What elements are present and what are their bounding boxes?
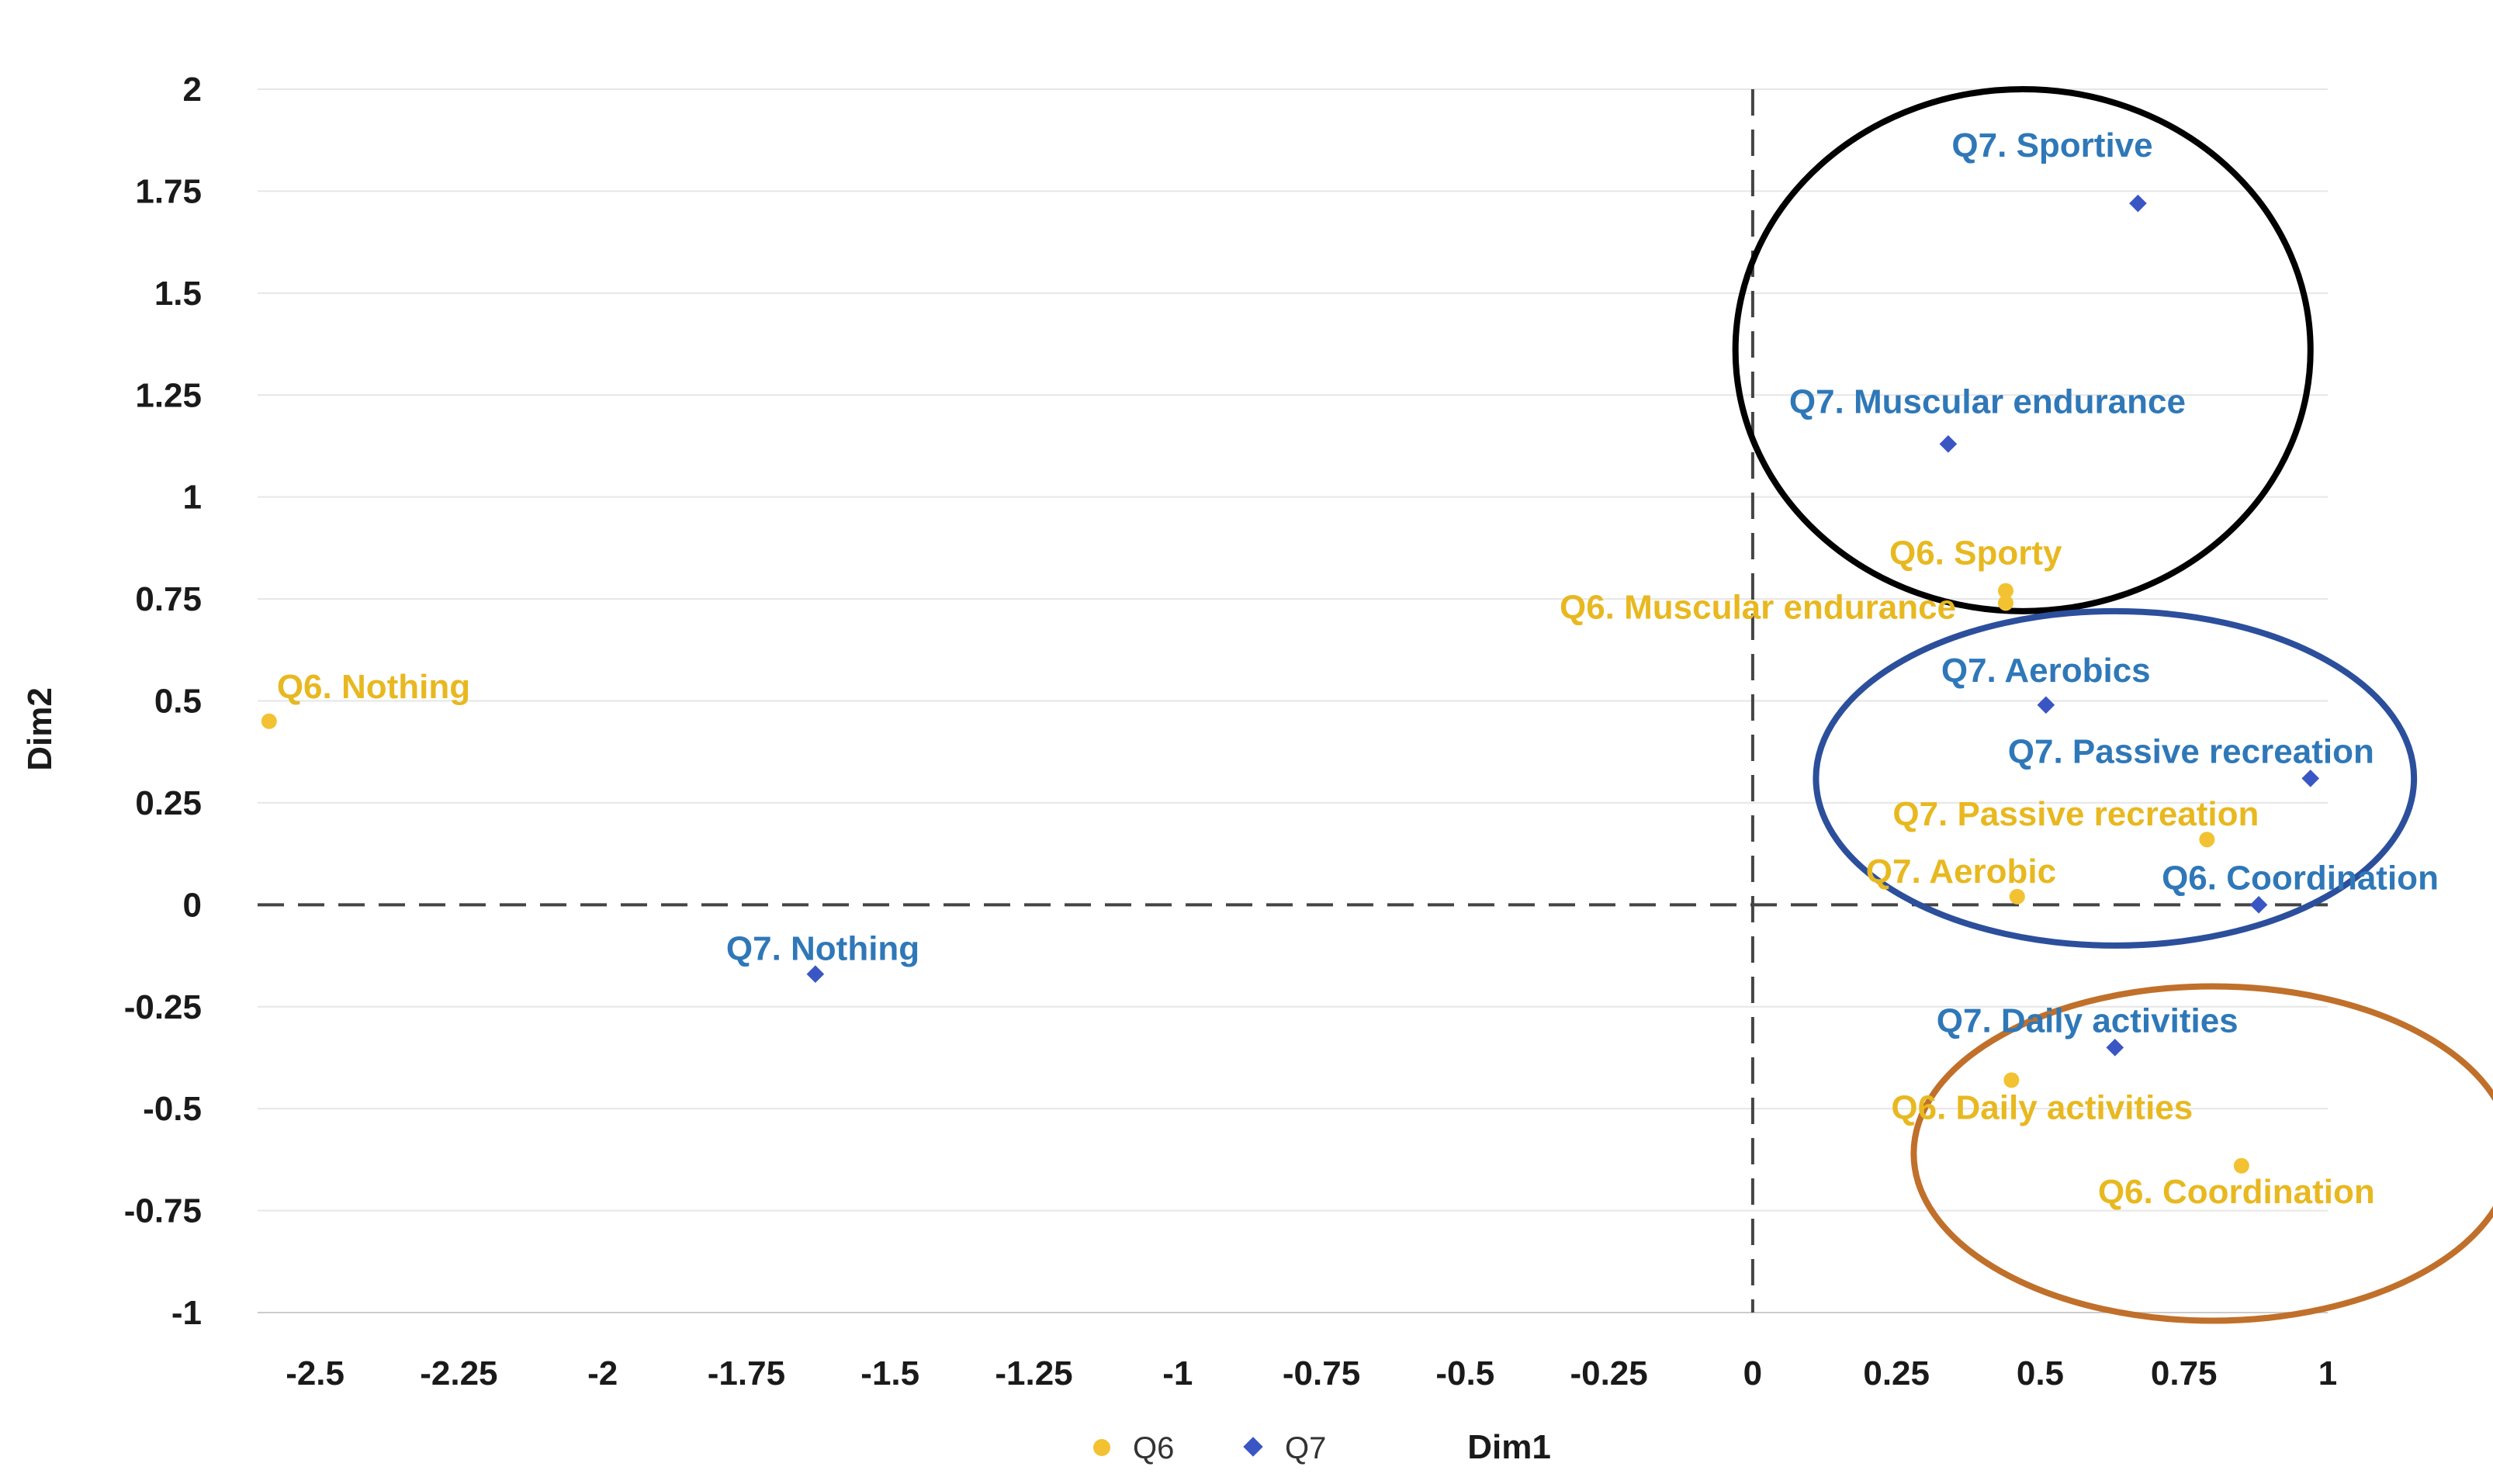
y-axis-ticks: 2 1.75 1.5 1.25 1 0.75 0.5 0.25 0 -0.25 -0.5 -0.75 -… <box>124 71 202 1332</box>
point-q7-7 <box>2106 1039 2124 1057</box>
x-tick-label: -1.75 <box>708 1354 785 1392</box>
point-label-q6-6: Q6. Daily activities <box>1891 1088 2193 1126</box>
y-tick-label: 1.25 <box>135 376 202 414</box>
point-label-q7-5: Q6. Coordination <box>2162 859 2439 897</box>
point-q7-3 <box>2037 696 2055 714</box>
legend-q7-label: Q7 <box>1285 1431 1326 1465</box>
point-label-q7-3: Q7. Aerobics <box>1941 652 2151 690</box>
y-tick-label: 0 <box>183 886 202 924</box>
x-tick-label: -0.5 <box>1435 1354 1494 1392</box>
zero-lines <box>258 89 2328 1313</box>
cluster-ellipse-3 <box>1910 983 2493 1324</box>
y-tick-label: -1 <box>171 1294 202 1332</box>
y-tick-label: -0.5 <box>143 1090 202 1128</box>
x-tick-label: -2.25 <box>420 1354 497 1392</box>
x-tick-label: -2.5 <box>286 1354 345 1392</box>
point-q6-1 <box>261 713 277 729</box>
point-labels: Q6. Nothing Q6. Sporty Q6. Muscular endura… <box>277 126 2439 1211</box>
point-label-q6-5: Q7. Aerobic <box>1866 853 2056 891</box>
point-q6-6 <box>2003 1072 2020 1088</box>
point-q7-1 <box>2129 194 2147 213</box>
point-label-q6-1: Q6. Nothing <box>277 668 470 706</box>
point-q7-2 <box>1939 435 1958 453</box>
x-tick-label: 1 <box>2318 1354 2337 1392</box>
data-points <box>261 194 2320 1174</box>
legend: Q6 Q7 <box>1093 1431 1326 1465</box>
x-axis-ticks: -2.5 -2.25 -2 -1.75 -1.5 -1.25 -1 -0.75 -0.5 -0.2… <box>286 1354 2337 1392</box>
y-tick-label: 1.75 <box>135 172 202 210</box>
point-label-q6-2: Q6. Sporty <box>1889 534 2062 572</box>
point-q6-2 <box>1997 583 2013 599</box>
y-tick-label: -0.75 <box>124 1192 202 1230</box>
cluster-annotations <box>1732 86 2493 1324</box>
x-tick-label: -0.75 <box>1283 1354 1360 1392</box>
point-q6-7 <box>2233 1157 2249 1174</box>
x-tick-label: 0.75 <box>2151 1354 2218 1392</box>
x-tick-label: -1.25 <box>995 1354 1072 1392</box>
y-axis-title: Dim2 <box>21 687 59 771</box>
point-q6-4 <box>2199 832 2215 848</box>
point-q7-5 <box>2249 896 2268 914</box>
x-tick-label: 0 <box>1743 1354 1762 1392</box>
y-tick-label: 0.25 <box>135 784 202 822</box>
x-tick-label: -2 <box>587 1354 618 1392</box>
x-tick-label: 0.5 <box>2017 1354 2064 1392</box>
cluster-ellipse-1 <box>1732 86 2314 614</box>
y-tick-label: 2 <box>183 71 202 109</box>
point-label-q6-7: Q6. Coordination <box>2098 1173 2375 1211</box>
x-axis-title: Dim1 <box>1467 1428 1551 1466</box>
point-label-q7-1: Q7. Sportive <box>1951 126 2152 164</box>
point-label-q7-4: Q7. Passive recreation <box>2008 732 2374 770</box>
point-label-q7-6: Q7. Nothing <box>726 930 919 968</box>
x-tick-label: -1.5 <box>860 1354 919 1392</box>
cluster-ellipse-2 <box>1813 607 2418 949</box>
grid-lines <box>258 88 2328 1313</box>
point-q6-5 <box>2009 888 2025 905</box>
y-tick-label: -0.25 <box>124 988 202 1026</box>
x-tick-label: 0.25 <box>1863 1354 1930 1392</box>
y-tick-label: 0.5 <box>154 683 202 721</box>
legend-q6-label: Q6 <box>1133 1431 1174 1465</box>
x-tick-label: -1 <box>1162 1354 1193 1392</box>
point-label-q7-2: Q7. Muscular endurance <box>1789 382 2186 420</box>
y-tick-label: 1.5 <box>154 275 202 313</box>
point-q7-6 <box>806 965 825 984</box>
point-q6-3 <box>1997 595 2013 611</box>
point-label-q6-3: Q6. Muscular endurance <box>1560 588 1956 626</box>
point-q7-4 <box>2301 770 2320 787</box>
legend-q6-marker <box>1093 1439 1110 1456</box>
x-tick-label: -0.25 <box>1570 1354 1647 1392</box>
point-label-q6-4: Q7. Passive recreation <box>1892 795 2259 833</box>
y-tick-label: 1 <box>183 479 202 517</box>
y-tick-label: 0.75 <box>135 580 202 618</box>
legend-q7-marker <box>1243 1437 1263 1457</box>
point-label-q7-7: Q7. Daily activities <box>1937 1001 2239 1039</box>
